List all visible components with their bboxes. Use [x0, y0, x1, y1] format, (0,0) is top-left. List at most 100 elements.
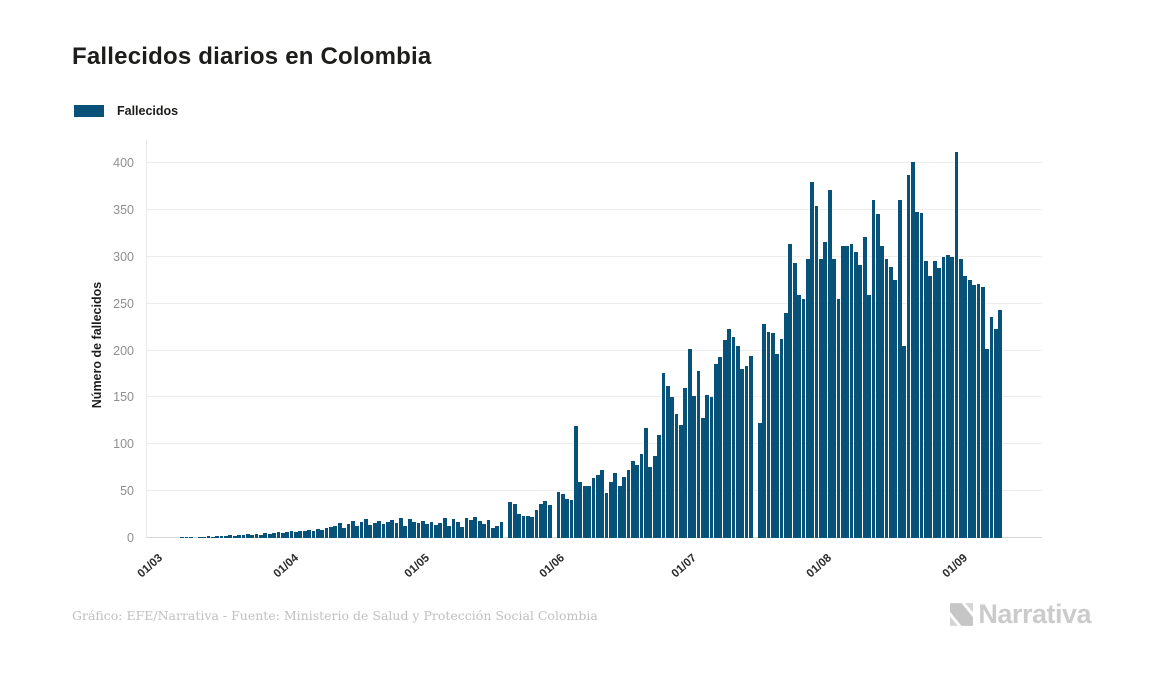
bar[interactable] [648, 466, 653, 538]
bar[interactable] [412, 522, 416, 538]
bar[interactable] [937, 268, 941, 538]
bar[interactable] [832, 258, 836, 538]
bar[interactable] [547, 505, 552, 538]
bar[interactable] [574, 426, 578, 538]
bar[interactable] [364, 519, 368, 538]
bar[interactable] [727, 328, 731, 538]
bar[interactable] [954, 151, 959, 538]
bar[interactable] [372, 523, 377, 538]
bar[interactable] [565, 498, 570, 538]
bar[interactable] [294, 532, 298, 538]
bar[interactable] [289, 531, 294, 538]
bar[interactable] [714, 363, 718, 538]
bar[interactable] [368, 524, 373, 538]
bar[interactable] [757, 422, 762, 538]
bar[interactable] [451, 519, 456, 538]
bar[interactable] [871, 199, 876, 538]
bar[interactable] [206, 536, 211, 538]
bar[interactable] [272, 533, 276, 538]
bar[interactable] [915, 211, 920, 538]
bar[interactable] [644, 428, 648, 538]
bar[interactable] [613, 473, 618, 538]
bar[interactable] [276, 532, 281, 538]
bar[interactable] [416, 523, 421, 538]
bar[interactable] [924, 261, 928, 538]
bar[interactable] [661, 373, 666, 538]
bar[interactable] [394, 523, 399, 538]
bar[interactable] [910, 162, 915, 538]
bar[interactable] [897, 199, 902, 538]
bar[interactable] [482, 523, 486, 538]
bar[interactable] [390, 520, 395, 538]
bar[interactable] [967, 280, 972, 538]
bar[interactable] [307, 529, 311, 538]
bar[interactable] [805, 258, 810, 538]
bar[interactable] [687, 348, 692, 538]
bar[interactable] [219, 536, 224, 538]
bar[interactable] [495, 525, 500, 538]
bar[interactable] [989, 316, 994, 538]
bar[interactable] [267, 534, 272, 538]
bar[interactable] [359, 522, 364, 538]
bar[interactable] [902, 345, 906, 538]
bar[interactable] [797, 295, 801, 538]
bar[interactable] [840, 246, 845, 538]
bar[interactable] [994, 328, 998, 538]
bar[interactable] [429, 522, 434, 538]
bar[interactable] [202, 537, 206, 538]
bar[interactable] [893, 280, 898, 538]
bar[interactable] [770, 332, 775, 538]
bar[interactable] [867, 295, 871, 538]
bar[interactable] [464, 518, 469, 538]
bar[interactable] [350, 521, 355, 538]
bar[interactable] [626, 469, 631, 538]
bar[interactable] [455, 522, 460, 538]
bar[interactable] [744, 365, 749, 538]
bar[interactable] [906, 175, 911, 538]
bar[interactable] [941, 256, 946, 538]
bar[interactable] [438, 523, 443, 538]
bar[interactable] [665, 386, 670, 538]
bar[interactable] [766, 331, 771, 538]
bar[interactable] [740, 369, 745, 538]
bar[interactable] [539, 504, 543, 538]
bar[interactable] [460, 526, 465, 538]
bar[interactable] [210, 537, 215, 538]
bar[interactable] [259, 535, 263, 538]
bar[interactable] [180, 537, 185, 538]
bar[interactable] [749, 356, 753, 538]
bar[interactable] [775, 354, 780, 538]
bar[interactable] [858, 265, 863, 538]
bar[interactable] [980, 286, 985, 538]
bar[interactable] [517, 513, 521, 538]
bar[interactable] [600, 469, 605, 538]
bar[interactable] [630, 461, 635, 538]
bar[interactable] [735, 345, 740, 538]
bar[interactable] [836, 298, 841, 538]
bar[interactable] [237, 535, 241, 538]
bar[interactable] [525, 515, 530, 538]
bar[interactable] [298, 530, 303, 538]
bar[interactable] [880, 245, 885, 538]
bar[interactable] [434, 524, 438, 538]
bar[interactable] [819, 258, 823, 538]
bar[interactable] [569, 499, 574, 538]
bar[interactable] [823, 241, 828, 538]
bar[interactable] [652, 456, 657, 538]
bar[interactable] [302, 531, 307, 538]
bar[interactable] [963, 275, 968, 538]
bar[interactable] [560, 493, 565, 538]
bar[interactable] [845, 245, 850, 538]
bar[interactable] [788, 243, 793, 538]
bar[interactable] [827, 190, 832, 538]
bar[interactable] [604, 493, 609, 538]
bar[interactable] [731, 337, 736, 538]
bar[interactable] [609, 481, 613, 538]
bar[interactable] [245, 534, 250, 538]
bar[interactable] [722, 340, 727, 538]
bar[interactable] [639, 453, 644, 538]
bar[interactable] [862, 237, 867, 538]
bar[interactable] [333, 525, 338, 538]
bar[interactable] [442, 518, 447, 538]
bar[interactable] [718, 357, 723, 538]
